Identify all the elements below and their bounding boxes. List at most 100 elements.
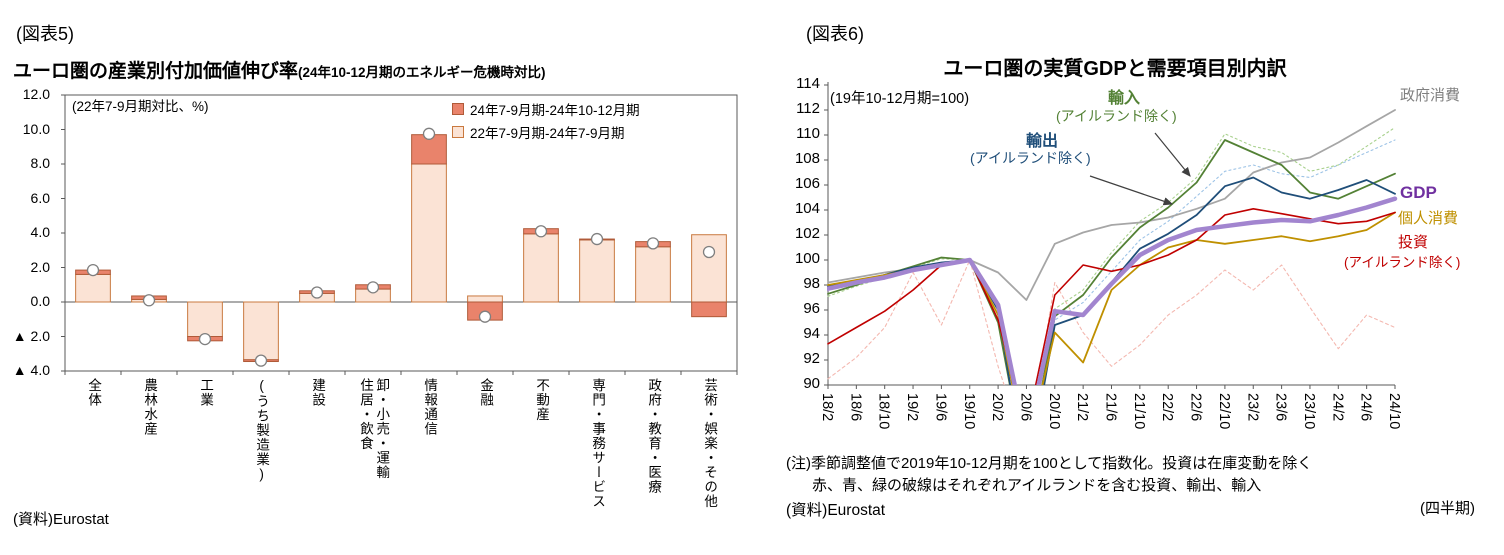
- personal-consumption-label: 個人消費: [1398, 210, 1459, 227]
- legend-item-prior-period: 22年7-9月期-24年7-9月期: [452, 120, 640, 143]
- total-marker: [254, 354, 268, 367]
- total-marker: [646, 237, 660, 250]
- legend-label-recent-quarter: 24年7-9月期-24年10-12月期: [470, 102, 640, 118]
- figure6-tag: (図表6): [806, 24, 864, 44]
- bar-category-cell: 農林水産: [121, 378, 177, 528]
- bar-category-label: 政府・教育・医療: [646, 378, 662, 494]
- export-annotation-label: 輸出: [1026, 133, 1059, 150]
- figure5-title-suffix: (24年10-12月期のエネルギー危機時対比): [298, 65, 546, 80]
- figure5-unit-note: (22年7-9月期対比、%): [72, 99, 209, 114]
- personal-consumption-line: [827, 211, 1396, 385]
- legend-swatch-recent-quarter: [452, 102, 464, 115]
- line-y-tick-label: 110: [796, 125, 820, 142]
- line-y-tick-label: 90: [803, 375, 820, 392]
- bar-y-tick-label: 2.0: [30, 258, 50, 275]
- line-y-tick-label: 92: [803, 350, 820, 367]
- line-x-tick-label: 21/2: [1074, 393, 1091, 422]
- import-annotation-sublabel: (アイルランド除く): [1056, 108, 1177, 124]
- import-annotation-label: 輸入: [1108, 90, 1141, 107]
- total-marker: [310, 286, 324, 299]
- total-marker: [198, 332, 212, 346]
- bar-category-label: 芸術・娯楽・その他: [702, 378, 718, 509]
- line-x-tick-label: 23/2: [1244, 393, 1261, 422]
- bar-light-segment: [523, 233, 559, 303]
- investment-sublabel: (アイルランド除く): [1344, 255, 1461, 270]
- figure5-title-main: ユーロ圏の産業別付加価値伸び率: [13, 61, 299, 82]
- figure6-title: ユーロ圏の実質GDPと需要項目別内訳: [943, 58, 1287, 80]
- bar-category-label: 卸・小売・運輸 住居・飲食: [358, 378, 390, 480]
- export-ex-ireland-line: [827, 176, 1396, 385]
- line-x-tick-label: 24/10: [1386, 393, 1402, 430]
- bar-category-cell: 金融: [457, 378, 513, 528]
- line-x-tick-label: 21/6: [1102, 393, 1119, 422]
- bar-light-segment: [579, 239, 615, 303]
- bar-category-cell: 芸術・娯楽・その他: [681, 378, 737, 528]
- figure6-frequency-label: (四半期): [1420, 500, 1475, 517]
- line-x-tick-label: 18/10: [875, 393, 892, 430]
- line-x-tick-label: 19/10: [960, 393, 977, 430]
- line-x-tick-label: 22/10: [1215, 393, 1232, 430]
- line-x-tick-label: 23/6: [1272, 393, 1289, 422]
- figure5-title: ユーロ圏の産業別付加価値伸び率(24年10-12月期のエネルギー危機時対比): [13, 56, 546, 83]
- line-x-tick-label: 23/10: [1300, 393, 1317, 430]
- total-marker: [422, 127, 436, 140]
- figure6-source: (資料)Eurostat: [786, 502, 886, 519]
- bar-y-tick-label: 12.0: [22, 86, 50, 102]
- legend-swatch-prior-period: [452, 125, 464, 138]
- bar-category-cell: 不動産: [513, 378, 569, 528]
- bar-category-label: 金融: [478, 378, 494, 407]
- bar-y-tick-label: 8.0: [30, 155, 50, 171]
- bar-chart: [61, 94, 738, 375]
- bar-y-tick-label: ▲ 4.0: [12, 362, 50, 378]
- bar-category-cell: 卸・小売・運輸 住居・飲食: [345, 378, 401, 528]
- bar-category-cell: 全体: [65, 378, 121, 528]
- bar-category-label: 建設: [310, 378, 326, 407]
- bar-category-label: 不動産: [534, 378, 550, 422]
- bar-category-cell: 建設: [289, 378, 345, 528]
- bar-category-label: 専門・事務サービス: [590, 378, 606, 509]
- figure6-note-line1: (注)季節調整値で2019年10-12月期を100として指数化。投資は在庫変動を…: [786, 455, 1313, 472]
- import-incl-ireland-line: [827, 126, 1396, 385]
- line-y-tick-label: 98: [803, 275, 820, 292]
- gdp-label: GDP: [1400, 183, 1437, 202]
- total-marker: [366, 281, 380, 294]
- line-y-tick-label: 100: [794, 250, 820, 267]
- bar-light-segment: [187, 301, 223, 337]
- bar-category-cell: 政府・教育・医療: [625, 378, 681, 528]
- line-x-tick-label: 22/2: [1159, 393, 1176, 422]
- bar-category-label: 情報通信: [422, 378, 438, 436]
- bar-y-tick-label: 4.0: [30, 224, 50, 240]
- bar-dark-segment: [691, 301, 727, 318]
- total-marker: [86, 263, 100, 277]
- investment-label: 投資: [1398, 234, 1429, 251]
- invest-ex-ireland-line: [827, 208, 1396, 385]
- line-x-tick-label: 18/2: [819, 393, 835, 422]
- export-annotation-sublabel: (アイルランド除く): [970, 150, 1091, 166]
- line-y-tick-label: 104: [794, 200, 820, 217]
- bar-light-segment: [75, 273, 111, 303]
- line-x-tick-label: 20/6: [1017, 393, 1034, 422]
- line-y-tick-label: 112: [796, 100, 820, 117]
- line-x-tick-label: 24/2: [1329, 393, 1346, 422]
- bar-y-tick-label: 0.0: [30, 293, 50, 309]
- line-x-tick-label: 24/6: [1357, 393, 1374, 422]
- total-marker: [478, 310, 492, 323]
- line-y-tick-label: 106: [794, 175, 820, 192]
- line-y-tick-label: 94: [803, 325, 820, 342]
- legend-item-recent-quarter: 24年7-9月期-24年10-12月期: [452, 97, 640, 120]
- invest-incl-ireland-line: [827, 259, 1396, 385]
- line-x-tick-label: 19/6: [932, 393, 949, 422]
- line-x-tick-label: 19/2: [904, 393, 921, 422]
- line-x-tick-label: 22/6: [1187, 393, 1204, 422]
- total-marker: [534, 225, 548, 238]
- import-ex-ireland-line: [827, 139, 1396, 385]
- total-marker: [590, 232, 604, 246]
- figure6-index-note: (19年10-12月期=100): [830, 91, 970, 107]
- bar-category-label: 工業: [198, 378, 214, 407]
- bar-category-label: (うち製造業): [254, 378, 270, 483]
- gov-consumption-label: 政府消費: [1400, 87, 1461, 104]
- bar-y-tick-label: 10.0: [22, 120, 50, 137]
- bar-category-cell: 情報通信: [401, 378, 457, 528]
